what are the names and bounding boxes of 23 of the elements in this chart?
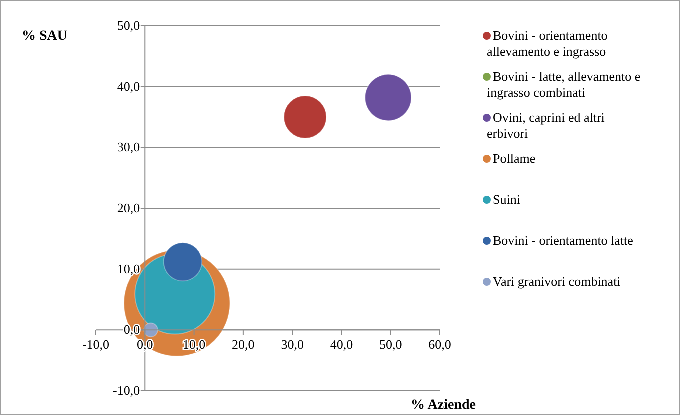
y-axis-title: % SAU — [22, 29, 68, 44]
y-tick-label: 50,0 — [117, 18, 140, 33]
legend-label: Bovini - latte, allevamento e ingrasso combinati — [487, 69, 641, 100]
y-tick-label: -10,0 — [113, 383, 140, 398]
y-tick-label: 40,0 — [117, 78, 140, 94]
x-tick-label: 0,0 — [137, 337, 154, 352]
x-tick-label: -10,0 — [82, 337, 110, 352]
y-tick-label: 20,0 — [117, 200, 140, 216]
x-tick-label: 40,0 — [330, 337, 354, 352]
legend-label: Ovini, caprini ed altri erbivori — [487, 110, 606, 141]
x-tick-label: 10,0 — [182, 337, 206, 352]
x-axis-title: % Aziende — [411, 398, 476, 413]
x-tick-label: 30,0 — [281, 337, 304, 352]
x-tick-label: 50,0 — [379, 337, 402, 352]
legend-label: Suini — [493, 192, 521, 207]
x-tick-label: 20,0 — [232, 337, 255, 352]
legend-label: Vari granivori combinati — [493, 274, 622, 289]
y-tick-label: 30,0 — [117, 140, 140, 155]
x-tick-label: 60,0 — [428, 337, 452, 352]
legend-label: Pollame — [493, 151, 536, 166]
legend-label: Bovini - orientamento allevamento e ingrasso — [487, 28, 608, 59]
y-tick-label: 0,0 — [124, 322, 140, 338]
legend-label: Bovini - orientamento latte — [493, 233, 634, 248]
